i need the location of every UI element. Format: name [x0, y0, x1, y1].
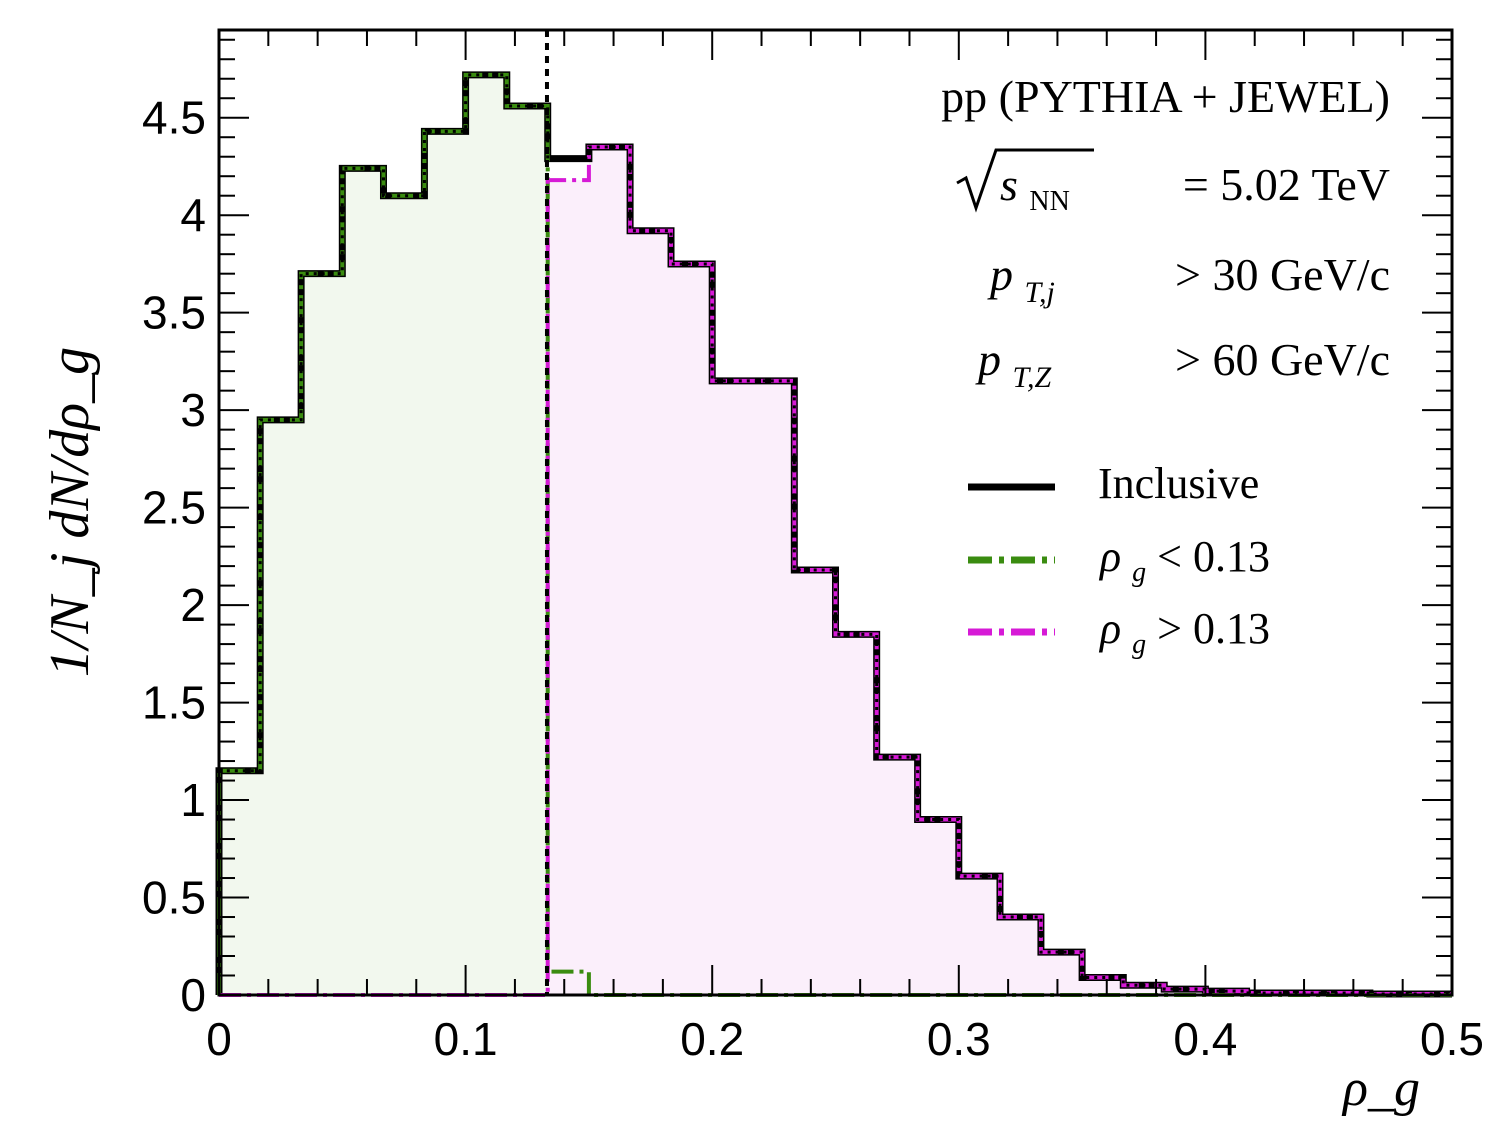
sqrt-symbol — [956, 148, 1094, 213]
legend: Inclusive ρ g < 0.13 ρ g > 0.13 — [968, 459, 1270, 663]
annotation-energy: s NN = 5.02 TeV — [956, 148, 1390, 217]
y-tick-label: 3.5 — [142, 287, 206, 339]
energy-value: = 5.02 TeV — [1183, 159, 1390, 210]
axis-tick-labels: 0 0.1 0.2 0.3 0.4 0.5 0 0.5 1 1.5 2 2.5 3 3.5 4 4.5 — [142, 92, 1484, 1065]
y-axis-label: 1/N_j dN/dρ_g — [39, 347, 101, 677]
legend-label-low: ρ g < 0.13 — [1098, 532, 1270, 591]
y-tick-label: 3 — [180, 384, 206, 436]
legend-label-high: ρ g > 0.13 — [1098, 604, 1270, 663]
x-tick-label: 0.3 — [927, 1013, 991, 1065]
svg-text:s NN: s NN — [1000, 159, 1070, 217]
annotation-jet-pt: p T,j > 30 GeV/c — [987, 249, 1390, 309]
series-inclusive-overlay — [217, 73, 1452, 996]
svg-text:p T,Z: p T,Z — [975, 334, 1051, 394]
plot-frame — [217, 28, 1454, 997]
x-axis-label: ρ_g — [1341, 1060, 1420, 1117]
y-tick-label: 1 — [180, 774, 206, 826]
x-tick-label: 0.2 — [680, 1013, 744, 1065]
svg-text:p T,j: p T,j — [987, 249, 1055, 309]
x-tick-label: 0.4 — [1173, 1013, 1237, 1065]
y-tick-label: 0 — [180, 969, 206, 1021]
x-tick-label: 0.1 — [434, 1013, 498, 1065]
jet-pt-var: p — [987, 249, 1013, 300]
y-tick-label: 4.5 — [142, 92, 206, 144]
legend-label-inclusive: Inclusive — [1098, 459, 1259, 508]
fill-low — [219, 74, 1452, 996]
energy-var: s — [1000, 159, 1018, 210]
series-high-line — [219, 144, 1452, 997]
y-axis-label-text: 1/N_j dN/dρ_g — [39, 347, 101, 677]
x-tick-label: 0 — [206, 1013, 232, 1065]
jet-pt-cut: > 30 GeV/c — [1175, 249, 1390, 300]
y-tick-label: 2.5 — [142, 482, 206, 534]
annotation-system: pp (PYTHIA + JEWEL) — [941, 71, 1390, 122]
y-tick-label: 0.5 — [142, 872, 206, 924]
y-tick-label: 4 — [180, 189, 206, 241]
x-tick-label: 0.5 — [1420, 1013, 1484, 1065]
z-pt-cut: > 60 GeV/c — [1175, 334, 1390, 385]
z-pt-var: p — [975, 334, 1001, 385]
y-tick-label: 1.5 — [142, 677, 206, 729]
y-tick-label: 2 — [180, 579, 206, 631]
histogram-lines — [215, 71, 1452, 998]
axis-ticks — [218, 30, 1453, 996]
energy-sub: NN — [1029, 186, 1069, 217]
annotation-z-pt: p T,Z > 60 GeV/c — [975, 334, 1390, 394]
series-low-line — [217, 72, 1452, 997]
jet-pt-sub: T,j — [1025, 276, 1055, 309]
z-pt-sub: T,Z — [1013, 361, 1052, 394]
